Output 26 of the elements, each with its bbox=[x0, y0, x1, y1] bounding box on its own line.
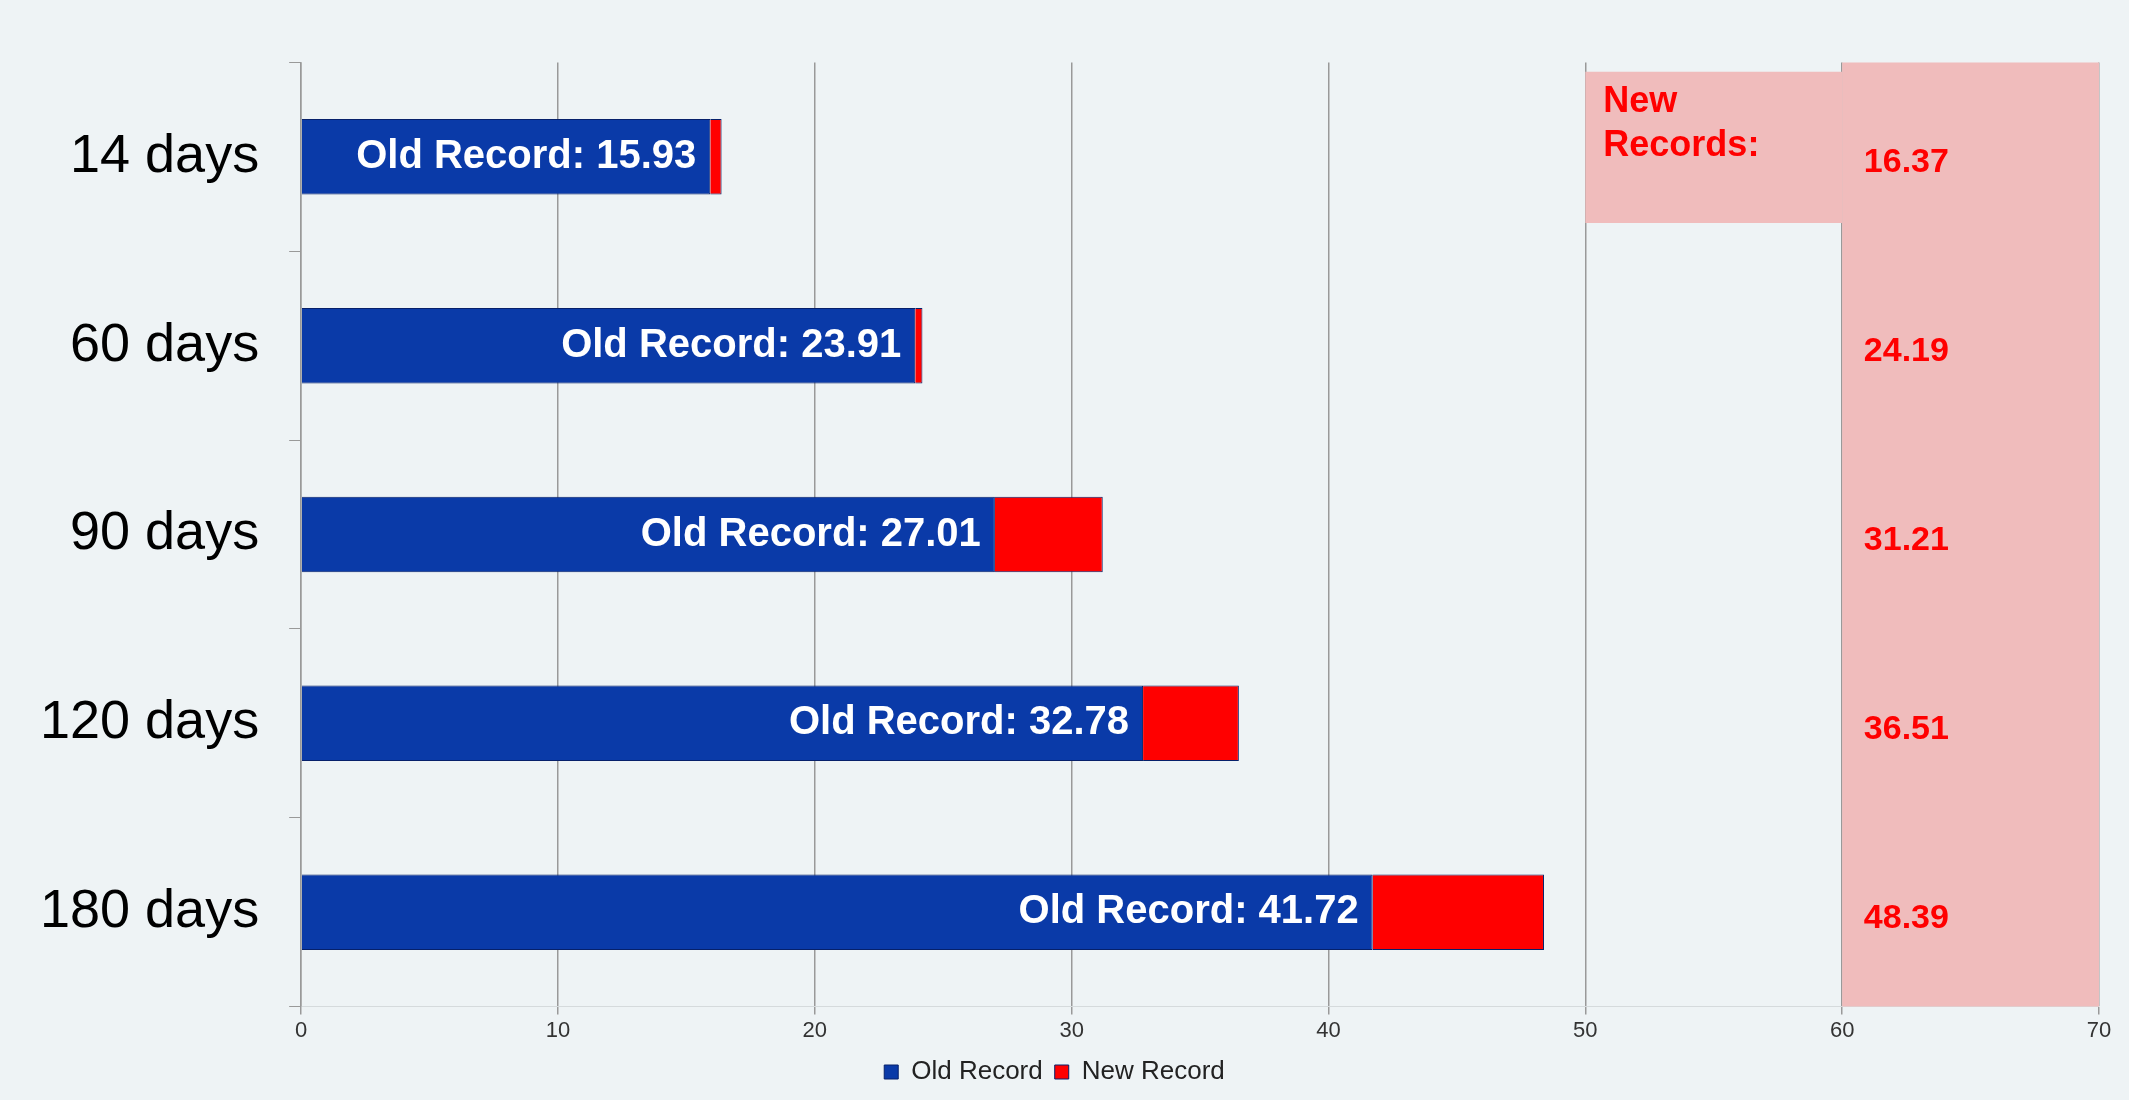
data-label: Old Record: 23.91 bbox=[561, 320, 902, 365]
y-tick-label: 14 days bbox=[70, 122, 260, 183]
legend-label: Old Record bbox=[911, 1055, 1043, 1086]
x-tick-label: 20 bbox=[802, 1016, 828, 1042]
annotation: 24.19 bbox=[1863, 330, 1949, 369]
data-label: Old Record: 27.01 bbox=[640, 509, 981, 554]
x-tick-label: 30 bbox=[1059, 1016, 1084, 1042]
data-label: Old Record: 41.72 bbox=[1018, 887, 1359, 932]
legend-label: New Record bbox=[1081, 1055, 1225, 1086]
annotation: 36.51 bbox=[1863, 707, 1949, 746]
y-tick-label: 90 days bbox=[70, 500, 260, 561]
x-tick-label: 50 bbox=[1573, 1016, 1598, 1042]
x-tick-label: 10 bbox=[545, 1016, 571, 1042]
x-tick-label: 60 bbox=[1829, 1016, 1855, 1042]
x-tick-label: 0 bbox=[295, 1016, 308, 1042]
x-tick-label: 70 bbox=[2086, 1016, 2112, 1042]
y-tick-label: 180 days bbox=[39, 878, 260, 939]
data-label: Old Record: 15.93 bbox=[356, 131, 697, 176]
x-tick-label: 40 bbox=[1316, 1016, 1341, 1042]
data-label: Old Record: 32.78 bbox=[788, 698, 1130, 743]
annotation: 31.21 bbox=[1863, 518, 1949, 557]
y-tick-label: 60 days bbox=[70, 311, 260, 372]
y-tick-label: 120 days bbox=[39, 689, 260, 750]
annotation: 48.39 bbox=[1863, 896, 1949, 935]
annotation: 16.37 bbox=[1863, 141, 1949, 180]
band-label: New Records: bbox=[1603, 78, 1760, 164]
